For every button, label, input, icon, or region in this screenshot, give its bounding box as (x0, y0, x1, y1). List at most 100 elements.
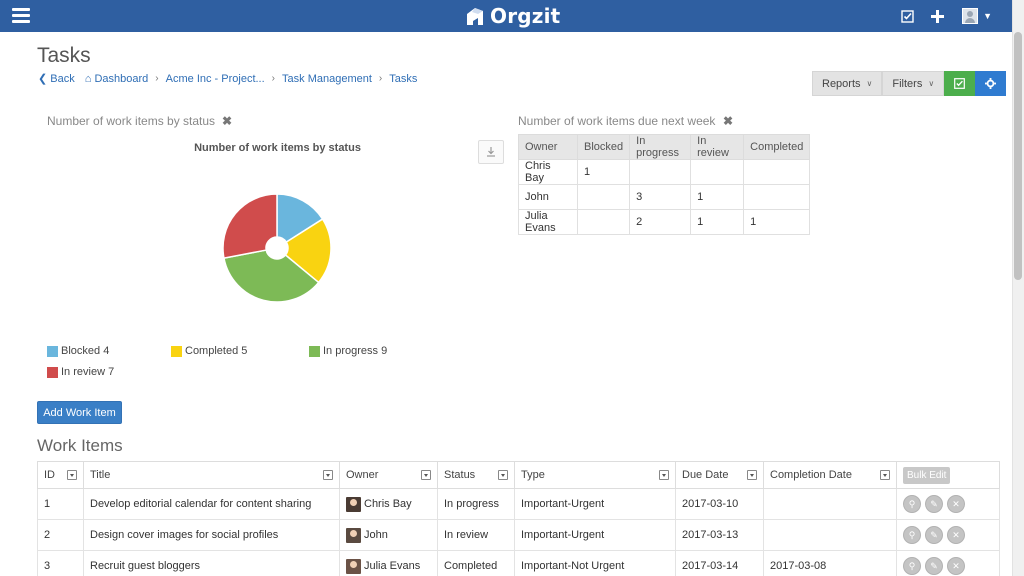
pencil-icon: ✎ (930, 560, 938, 571)
breadcrumb-dashboard[interactable]: ⌂ Dashboard (84, 72, 149, 85)
table-cell (743, 184, 811, 210)
column-header: In review (690, 134, 745, 160)
edit-button[interactable]: ✎ (925, 526, 943, 544)
column-header-label: Completion Date (770, 469, 852, 481)
row-actions: ⚲ ✎ ✕ (903, 526, 993, 544)
legend-item[interactable]: Blocked 4 (47, 345, 109, 357)
cell-actions: ⚲ ✎ ✕ (896, 550, 1000, 576)
pie-slice-in-review[interactable] (222, 193, 278, 259)
table-row[interactable]: 3 Recruit guest bloggers Julia Evans Comple… (37, 550, 1000, 576)
brand-name: Orgzit (490, 4, 561, 28)
column-header: Title (83, 461, 340, 489)
cell-type: Important-Urgent (514, 488, 676, 520)
close-icon[interactable]: ✖ (222, 114, 233, 128)
pencil-icon: ✎ (930, 498, 938, 509)
delete-button[interactable]: ✕ (947, 495, 965, 513)
download-button[interactable] (478, 140, 504, 164)
cell-owner: John (339, 519, 438, 551)
due-next-week-table: Owner Blocked In progress In review Complete… (518, 134, 811, 235)
column-menu-icon[interactable] (659, 470, 669, 480)
cell-actions: ⚲ ✎ ✕ (896, 488, 1000, 520)
column-header-label: Type (521, 469, 545, 481)
table-row[interactable]: 2 Design cover images for social profiles… (37, 519, 1000, 551)
legend-item[interactable]: In review 7 (47, 366, 114, 378)
view-button[interactable]: ⚲ (903, 495, 921, 513)
cell-id: 2 (37, 519, 84, 551)
user-avatar-icon[interactable] (962, 8, 979, 24)
reports-button[interactable]: Reports ∨ (812, 71, 883, 96)
settings-button[interactable] (975, 71, 1007, 96)
column-header: Completion Date (763, 461, 897, 489)
cell-owner: Chris Bay (339, 488, 438, 520)
breadcrumb-project[interactable]: Acme Inc - Project... (165, 72, 265, 85)
legend-label: Completed 5 (185, 345, 248, 357)
view-button[interactable]: ⚲ (903, 557, 921, 575)
delete-button[interactable]: ✕ (947, 557, 965, 575)
cell-status: In review (437, 519, 515, 551)
edit-button[interactable]: ✎ (925, 557, 943, 575)
owner: Julia Evans (346, 558, 431, 574)
table-cell (690, 159, 745, 185)
column-menu-icon[interactable] (747, 470, 757, 480)
legend-label: Blocked 4 (61, 345, 110, 357)
scrollbar-thumb[interactable] (1014, 32, 1022, 280)
plus-icon[interactable] (926, 5, 948, 27)
column-header: Completed (743, 134, 811, 160)
chevron-down-icon: ∨ (866, 79, 873, 88)
legend-item[interactable]: Completed 5 (171, 345, 247, 357)
avatar (346, 558, 361, 574)
close-icon[interactable]: ✖ (723, 114, 734, 128)
table-cell: 1 (743, 209, 811, 235)
table-cell: John (518, 184, 578, 210)
view-button[interactable]: ⚲ (903, 526, 921, 544)
page-scrollbar[interactable] (1012, 0, 1024, 576)
edit-button[interactable]: ✎ (925, 495, 943, 513)
filters-button[interactable]: Filters ∨ (882, 71, 945, 96)
column-menu-icon[interactable] (323, 470, 333, 480)
cell-status: Completed (437, 550, 515, 576)
brand[interactable]: Orgzit (464, 3, 560, 29)
back-link[interactable]: ❮ Back (38, 73, 75, 85)
table-cell: 2 (629, 209, 692, 235)
bulk-edit-button[interactable]: Bulk Edit (903, 466, 951, 484)
legend-item[interactable]: In progress 9 (309, 345, 387, 357)
table-row: Julia Evans 2 1 1 (518, 209, 811, 235)
breadcrumb-tasks[interactable]: Tasks (389, 72, 418, 85)
delete-button[interactable]: ✕ (947, 526, 965, 544)
cell-title[interactable]: Recruit guest bloggers (83, 550, 340, 576)
hamburger-icon[interactable] (12, 8, 30, 24)
table-header-row: Owner Blocked In progress In review Complete… (518, 134, 811, 160)
legend-swatch (171, 345, 182, 357)
status-widget-title: Number of work items by status (47, 114, 216, 128)
column-menu-icon[interactable] (421, 470, 431, 480)
breadcrumb-task-management[interactable]: Task Management (282, 72, 372, 85)
checklist-icon (954, 78, 966, 89)
column-header-label: Owner (346, 469, 379, 481)
cell-completion-date (763, 519, 897, 551)
column-menu-icon[interactable] (880, 470, 890, 480)
column-menu-icon[interactable] (498, 470, 508, 480)
chevron-down-icon[interactable]: ▼ (983, 11, 992, 21)
chevron-left-icon: ❮ (38, 73, 48, 85)
column-menu-icon[interactable] (67, 470, 77, 480)
breadcrumb-separator: › (271, 73, 276, 84)
cell-title[interactable]: Design cover images for social profiles (83, 519, 340, 551)
cell-id: 3 (37, 550, 84, 576)
cell-title[interactable]: Develop editorial calendar for content s… (83, 488, 340, 520)
due-widget-title: Number of work items due next week (518, 114, 716, 128)
add-work-item-button[interactable]: Add Work Item (37, 401, 122, 424)
table-cell: 3 (629, 184, 692, 210)
checklist-icon[interactable] (896, 5, 918, 27)
table-row[interactable]: 1 Develop editorial calendar for content … (37, 488, 1000, 520)
column-header-label: Due Date (682, 469, 729, 481)
table-row: John 3 1 (518, 184, 811, 210)
table-header-row: ID Title Owner Status Type Due Date Completion… (37, 461, 1000, 489)
bulk-edit-header: Bulk Edit (896, 461, 1000, 489)
cell-actions: ⚲ ✎ ✕ (896, 519, 1000, 551)
close-icon: ✕ (952, 529, 960, 540)
pie-slice-in-progress[interactable] (223, 249, 320, 303)
pie-slice-completed[interactable] (284, 218, 332, 284)
breadcrumb: ❮ Back ⌂ Dashboard › Acme Inc - Project.… (38, 72, 418, 86)
checklist-button[interactable] (944, 71, 976, 96)
cell-completion-date (763, 488, 897, 520)
